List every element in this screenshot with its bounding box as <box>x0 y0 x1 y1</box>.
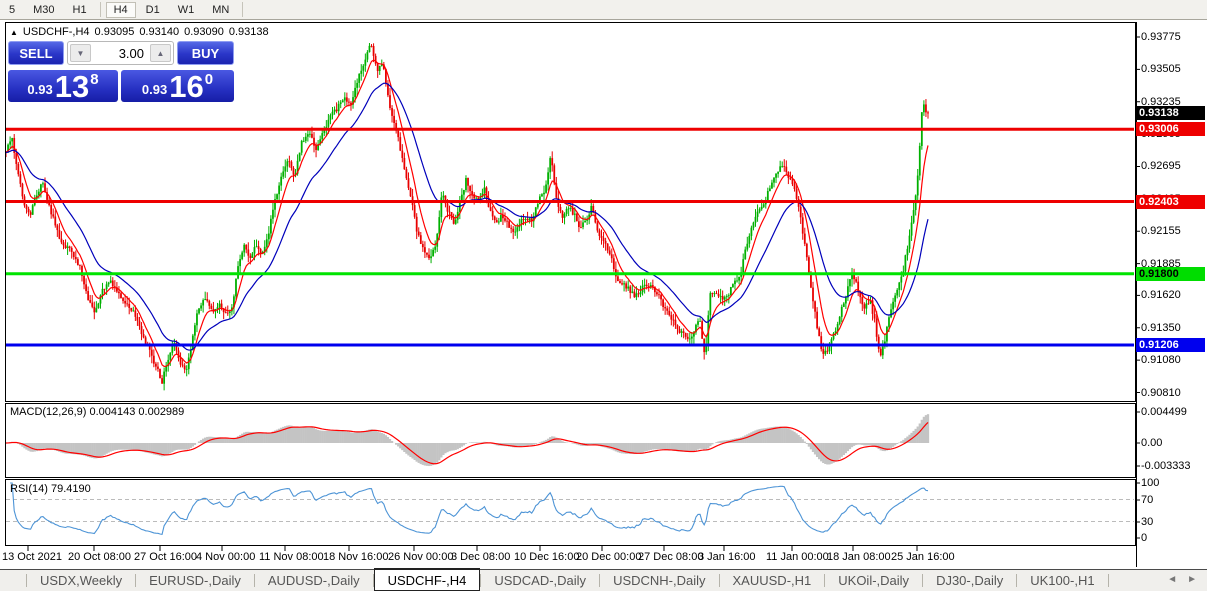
rsi-axis-label: 70 <box>1141 494 1154 506</box>
ohlc-low: 0.93090 <box>184 26 224 38</box>
tab-divider <box>922 574 924 587</box>
bid-price-button[interactable]: 0.93 13 8 <box>8 70 118 102</box>
rsi-axis-label: 0 <box>1141 532 1148 544</box>
tab-audusd-daily[interactable]: AUDUSD-,Daily <box>267 573 360 588</box>
price-tick-label: 0.92155 <box>1141 225 1181 238</box>
tab-xauusd-h1[interactable]: XAUUSD-,H1 <box>732 573 812 588</box>
tab-dj30-daily[interactable]: DJ30-,Daily <box>936 573 1004 588</box>
tab-divider <box>1016 574 1018 587</box>
tab-divider <box>372 574 374 587</box>
tab-usdcnh-daily[interactable]: USDCNH-,Daily <box>613 573 706 588</box>
price-badge: 0.93006 <box>1136 122 1205 137</box>
price-tick-label: 0.93235 <box>1141 95 1181 108</box>
price-tick-label: 0.92695 <box>1141 160 1181 173</box>
price-badge: 0.92403 <box>1136 194 1205 209</box>
time-tick-label: 20 Dec 00:00 <box>576 551 642 563</box>
macd-axis-label: 0.004499 <box>1141 406 1187 418</box>
macd-axis-label: 0.00 <box>1141 437 1163 449</box>
price-tick-label: 0.91620 <box>1141 289 1181 302</box>
buy-button[interactable]: BUY <box>177 41 234 65</box>
toolbar-divider <box>242 2 244 17</box>
time-tick-label: 18 Jan 08:00 <box>827 551 891 563</box>
time-tick-label: 25 Jan 16:00 <box>891 551 955 563</box>
ohlc-close: 0.93138 <box>228 26 269 38</box>
tab-divider <box>26 574 27 587</box>
timeframe-w1[interactable]: W1 <box>177 3 195 16</box>
tab-uk100-h1[interactable]: UK100-,H1 <box>1030 573 1095 588</box>
tab-usdchf-h4[interactable]: USDCHF-,H4 <box>373 568 481 591</box>
chart-tab-bar: USDX,Weekly EURUSD-,Daily AUDUSD-,Daily USD… <box>0 568 1207 591</box>
tab-divider <box>599 574 601 587</box>
price-tick-label: 0.91350 <box>1141 321 1181 334</box>
bid-big-digits: 13 <box>54 69 90 104</box>
ask-pip-digit: 0 <box>204 71 214 88</box>
price-tick-label: 0.93505 <box>1141 63 1181 76</box>
volume-increase-icon[interactable]: ▲ <box>150 44 171 62</box>
time-tick-label: 3 Dec 08:00 <box>451 551 511 563</box>
volume-decrease-icon[interactable]: ▼ <box>70 44 91 62</box>
time-tick-label: 4 Nov 00:00 <box>196 551 256 563</box>
ohlc-high: 0.93140 <box>139 26 180 38</box>
rsi-axis-label: 100 <box>1141 477 1160 489</box>
timeframe-h4[interactable]: H4 <box>105 1 136 18</box>
time-tick-label: 18 Nov 16:00 <box>323 551 389 563</box>
price-badge: 0.91206 <box>1136 338 1205 353</box>
time-tick-label: 20 Oct 08:00 <box>68 551 131 563</box>
collapse-icon[interactable]: ▲ <box>10 27 18 37</box>
price-badge: 0.93138 <box>1136 106 1205 121</box>
time-tick-label: 11 Jan 00:00 <box>766 551 829 563</box>
time-tick-label: 3 Jan 16:00 <box>698 551 756 563</box>
price-tick-label: 0.91080 <box>1141 354 1181 367</box>
volume-stepper[interactable]: ▼ 3.00 ▲ <box>67 41 174 65</box>
tab-ukoil-daily[interactable]: UKOil-,Daily <box>838 573 910 588</box>
time-tick-label: 27 Oct 16:00 <box>134 551 197 563</box>
ask-price-button[interactable]: 0.93 16 0 <box>121 70 234 102</box>
rsi-axis-label: 30 <box>1141 516 1154 528</box>
chart-header: ▲ USDCHF-,H4 0.93095 0.93140 0.93090 0.9… <box>10 26 269 38</box>
volume-value[interactable]: 3.00 <box>118 45 144 61</box>
price-tick-label: 0.93775 <box>1141 31 1181 43</box>
tab-divider <box>253 574 255 587</box>
ohlc-open: 0.93095 <box>94 26 135 38</box>
tab-divider <box>718 574 720 587</box>
timeframe-h1[interactable]: H1 <box>72 3 87 16</box>
price-badge: 0.91800 <box>1136 266 1205 281</box>
timeframe-5[interactable]: 5 <box>9 3 16 16</box>
time-tick-label: 10 Dec 16:00 <box>514 551 580 563</box>
tab-divider <box>480 574 482 587</box>
timeframe-m30[interactable]: M30 <box>33 3 55 16</box>
bid-prefix: 0.93 <box>27 82 53 97</box>
price-tick-label: 0.90810 <box>1141 386 1181 399</box>
macd-axis-label: -0.003333 <box>1141 460 1191 472</box>
tab-scroll-controls: ◄ ► <box>1167 574 1197 585</box>
tab-usdcad-daily[interactable]: USDCAD-,Daily <box>494 573 587 588</box>
macd-label: MACD(12,26,9) 0.004143 0.002989 <box>10 406 185 418</box>
tab-eurusd-daily[interactable]: EURUSD-,Daily <box>149 573 241 588</box>
tab-divider <box>1107 574 1109 587</box>
chart-title: USDCHF-,H4 <box>22 26 90 38</box>
tab-scroll-left-icon[interactable]: ◄ <box>1167 574 1178 585</box>
tab-bar-margin <box>0 570 26 591</box>
time-tick-label: 27 Dec 08:00 <box>638 551 704 563</box>
tab-divider <box>824 574 826 587</box>
bid-pip-digit: 8 <box>90 71 99 88</box>
tab-divider <box>135 574 137 587</box>
tab-scroll-right-icon[interactable]: ► <box>1187 574 1197 585</box>
time-tick-label: 13 Oct 2021 <box>2 551 62 563</box>
time-tick-label: 11 Nov 08:00 <box>259 551 324 563</box>
timeframe-mn[interactable]: MN <box>212 3 230 16</box>
one-click-trade-widget: SELL ▼ 3.00 ▲ BUY 0.93 13 8 0.93 16 0 <box>8 41 234 102</box>
price-tick-label: 0.91885 <box>1141 257 1181 270</box>
time-tick-label: 26 Nov 00:00 <box>388 551 454 563</box>
sell-button[interactable]: SELL <box>8 41 64 65</box>
ask-big-digits: 16 <box>169 69 204 104</box>
timeframe-d1[interactable]: D1 <box>145 3 160 16</box>
ask-prefix: 0.93 <box>141 82 168 97</box>
tab-usdx-weekly[interactable]: USDX,Weekly <box>40 573 123 588</box>
timeframe-toolbar: 5 M30 H1 H4 D1 W1 MN <box>0 0 1207 20</box>
toolbar-divider <box>99 2 101 17</box>
rsi-label: RSI(14) 79.4190 <box>10 483 91 495</box>
